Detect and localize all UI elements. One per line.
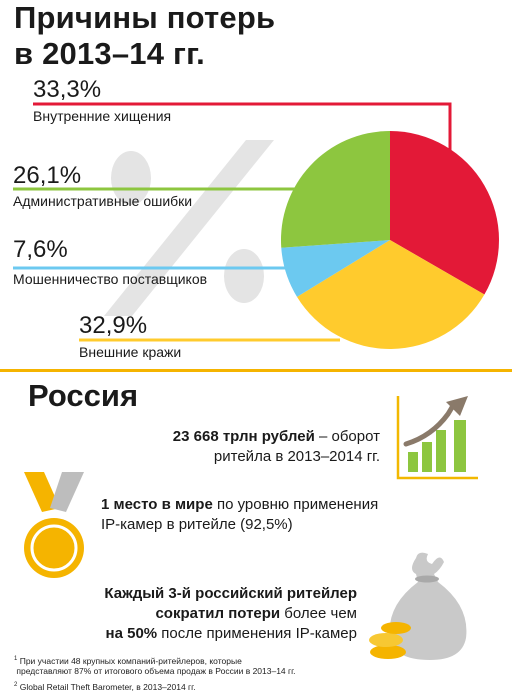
footnote-2-text: Global Retail Theft Barometer, в 2013–20… [19,681,196,692]
footnote-1-mark: 1 [14,656,18,662]
stat-reduction-rest3: после применения IP-камер [157,625,357,642]
stat-rank: 1 место в мире по уровню применения IP-к… [101,495,378,535]
stat-reduction: Каждый 3-й российский ритейлер сократил … [104,584,357,644]
section-divider [0,369,512,372]
stat-rank-line2: IP-камер в ритейле (92,5%) [101,516,293,533]
slice-label-suppliers: Мошенничество поставщиков [13,271,208,287]
pie-slice-external [297,240,485,350]
footnote-2-mark: 2 [14,682,18,688]
page-title: Причины потерь в 2013–14 гг. [14,0,275,72]
title-line-1: Причины потерь [14,0,276,35]
stat-rank-rest: по уровню применения [212,496,379,513]
slice-value-external: 32,9% [79,312,148,339]
medal-icon [24,472,84,578]
stat-turnover-line2: ритейла в 2013–2014 гг. [213,448,380,465]
footnote-2: 2 Global Retail Theft Barometer, в 2013–… [14,680,196,692]
stat-turnover-value: 23 668 трлн рублей [172,428,315,445]
stat-turnover-rest: – оборот [314,428,380,445]
slice-value-internal: 33,3% [33,76,102,103]
money-bag-icon [369,552,467,660]
footnote-1-line2: представляют 87% от итогового объема про… [16,665,296,676]
slice-label-admin: Административные ошибки [13,193,193,209]
pie-slice-internal [390,131,500,295]
title-line-2: в 2013–14 гг. [14,36,205,71]
stat-rank-value: 1 место в мире [101,496,213,513]
stat-reduction-line1: Каждый 3-й российский ритейлер [104,585,357,602]
percent-icon [104,140,274,316]
growth-chart-icon [396,396,478,480]
slice-value-suppliers: 7,6% [13,236,68,263]
footnote-1: 1 При участии 48 крупных компаний-ритейл… [14,654,296,676]
stat-reduction-bold3: на 50% [105,625,158,642]
pie-slice-suppliers [281,240,390,297]
slice-label-external: Внешние кражи [79,344,182,360]
pie-slice-admin [280,131,390,248]
stat-reduction-rest2: более чем [280,605,357,622]
slice-label-internal: Внутренние хищения [33,108,172,124]
stat-turnover: 23 668 трлн рублей – оборот ритейла в 20… [173,427,380,467]
leader-line-internal [33,102,452,158]
footnote-1-line1: При участии 48 крупных компаний-ритейлер… [19,655,242,666]
slice-value-admin: 26,1% [13,162,82,189]
russia-heading: Россия [28,378,139,413]
stat-reduction-bold2: сократил потери [155,605,281,622]
